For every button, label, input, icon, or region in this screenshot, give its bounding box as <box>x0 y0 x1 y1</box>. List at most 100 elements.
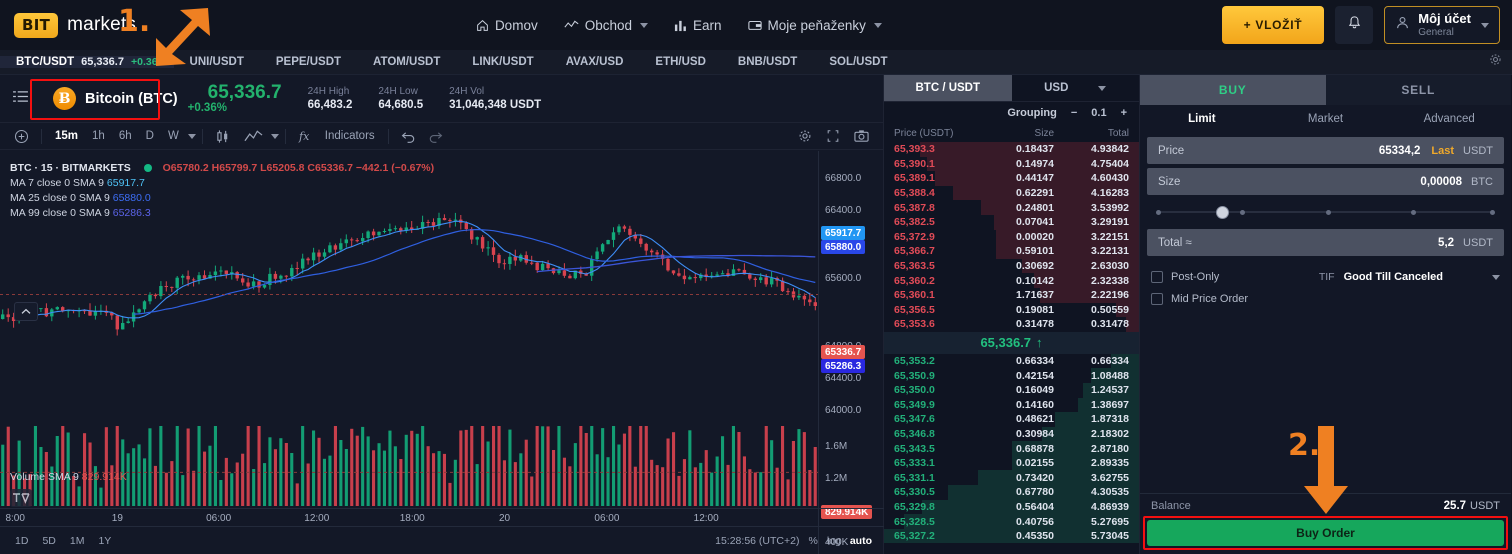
slider-tick-50[interactable] <box>1325 209 1331 215</box>
indicators-button[interactable]: Indicators <box>324 130 375 142</box>
orderbook-row[interactable]: 65,372.9 0.00020 3.22151 <box>884 229 1139 245</box>
post-only-checkbox[interactable] <box>1151 271 1163 283</box>
orderbook-row[interactable]: 65,390.1 0.14974 4.75404 <box>884 156 1139 172</box>
ticker-pepe-usdt[interactable]: PEPE/USDT <box>260 56 357 68</box>
grouping-increase-button[interactable]: + <box>1120 107 1127 119</box>
size-input[interactable]: 0,00008 <box>1420 175 1462 188</box>
tif-value[interactable]: Good Till Canceled <box>1343 271 1443 283</box>
chevron-down-icon[interactable] <box>1492 274 1500 280</box>
function-icon[interactable]: fx <box>292 129 318 143</box>
orderbook-row[interactable]: 65,353.6 0.31478 0.31478 <box>884 317 1139 332</box>
orderbook-row[interactable]: 65,366.7 0.59101 3.22131 <box>884 244 1139 259</box>
tab-buy[interactable]: BUY <box>1140 75 1326 105</box>
ticker-atom-usdt[interactable]: ATOM/USDT <box>357 56 456 68</box>
orderbook-row[interactable]: 65,343.5 0.68878 2.87180 <box>884 441 1139 456</box>
price-chart-canvas[interactable] <box>0 151 818 506</box>
tab-limit[interactable]: Limit <box>1188 113 1216 125</box>
timeframe-6h[interactable]: 6h <box>118 130 132 142</box>
orderbook-row[interactable]: 65,347.6 0.48621 1.87318 <box>884 412 1139 427</box>
orderbook-currency-select[interactable]: USD <box>1012 75 1140 101</box>
orderbook-row[interactable]: 65,363.5 0.30692 2.63030 <box>884 258 1139 274</box>
nav-item-obchod[interactable]: Obchod <box>564 18 648 33</box>
collapse-legend-button[interactable] <box>14 302 38 321</box>
orderbook-row[interactable]: 65,388.4 0.62291 4.16283 <box>884 185 1139 201</box>
scale-percent-button[interactable]: % <box>808 534 818 547</box>
deposit-button[interactable]: + VLOŽIŤ <box>1221 6 1325 44</box>
redo-icon[interactable] <box>422 130 449 143</box>
range-5d[interactable]: 5D <box>42 534 56 547</box>
orderbook-row[interactable]: 65,393.3 0.18437 4.93842 <box>884 142 1139 157</box>
orderbook-row[interactable]: 65,346.8 0.30984 2.18302 <box>884 426 1139 442</box>
orderbook-row[interactable]: 65,331.1 0.73420 3.62755 <box>884 470 1139 486</box>
orderbook-row[interactable]: 65,356.5 0.19081 0.50559 <box>884 302 1139 318</box>
orderbook-row[interactable]: 65,382.5 0.07041 3.29191 <box>884 214 1139 230</box>
screenshot-icon[interactable] <box>848 129 875 143</box>
chart-settings-icon[interactable] <box>792 129 818 143</box>
price-field[interactable]: Price 65334,2 Last USDT <box>1147 137 1504 164</box>
range-1m[interactable]: 1M <box>69 534 85 547</box>
price-last-button[interactable]: Last <box>1431 144 1455 157</box>
scale-log-button[interactable]: log <box>826 534 841 547</box>
size-field[interactable]: Size 0,00008 BTC <box>1147 168 1504 195</box>
total-field[interactable]: Total ≈ 5,2 USDT <box>1147 229 1504 256</box>
orderbook-row[interactable]: 65,389.1 0.44147 4.60430 <box>884 171 1139 186</box>
slider-tick-25[interactable] <box>1239 209 1245 215</box>
range-1y[interactable]: 1Y <box>98 534 112 547</box>
mid-price-order-checkbox[interactable] <box>1151 293 1163 305</box>
amount-slider[interactable] <box>1154 199 1497 225</box>
add-indicator-icon[interactable] <box>8 129 35 144</box>
orderbook-row[interactable]: 65,333.1 0.02155 2.89335 <box>884 455 1139 471</box>
timeframe-1h[interactable]: 1h <box>92 130 105 142</box>
orderbook-row[interactable]: 65,360.2 0.10142 2.32338 <box>884 273 1139 288</box>
tab-sell[interactable]: SELL <box>1325 75 1511 105</box>
orderbook-row[interactable]: 65,360.1 1.71637 2.22196 <box>884 287 1139 303</box>
time-axis[interactable]: 8:00 19 06:00 12:00 18:00 20 06:00 12:00 <box>0 508 884 527</box>
orderbook-row[interactable]: 65,328.5 0.40756 5.27695 <box>884 514 1139 529</box>
undo-icon[interactable] <box>395 130 422 143</box>
orderbook-row[interactable]: 65,330.5 0.67780 4.30535 <box>884 485 1139 500</box>
slider-tick-100[interactable] <box>1490 209 1495 215</box>
notifications-button[interactable] <box>1335 6 1374 44</box>
ticker-sol-usdt[interactable]: SOL/USDT <box>813 56 903 68</box>
nav-item-wallets[interactable]: Moje peňaženky <box>747 18 882 33</box>
orderbook-tab-pair[interactable]: BTC / USDT <box>884 75 1012 101</box>
market-list-icon[interactable] <box>12 90 43 108</box>
ticker-avax-usd[interactable]: AVAX/USD <box>550 56 640 68</box>
orderbook-row[interactable]: 65,327.2 0.45350 5.73045 <box>884 528 1139 544</box>
instrument-chip[interactable]: Ƀ Bitcoin (BTC) <box>43 81 188 116</box>
range-1d[interactable]: 1D <box>15 534 29 547</box>
line-chart-icon[interactable] <box>238 129 269 143</box>
candlestick-icon[interactable] <box>209 129 238 144</box>
orderbook-row[interactable]: 65,353.2 0.66334 0.66334 <box>884 353 1139 369</box>
orderbook-row[interactable]: 65,329.8 0.56404 4.86939 <box>884 499 1139 515</box>
brand-logo[interactable]: BIT markets <box>0 12 136 38</box>
orderbook-row[interactable]: 65,349.9 0.14160 1.38697 <box>884 397 1139 413</box>
ticker-uni-usdt[interactable]: UNI/USDT <box>174 56 260 68</box>
slider-tick-0[interactable] <box>1156 209 1161 215</box>
timeframe-15m[interactable]: 15m <box>55 130 79 142</box>
ticker-link-usdt[interactable]: LINK/USDT <box>456 56 549 68</box>
nav-item-earn[interactable]: Earn <box>674 18 722 33</box>
price-input[interactable]: 65334,2 <box>1378 144 1421 157</box>
slider-tick-75[interactable] <box>1411 209 1417 215</box>
timeframe-d[interactable]: D <box>145 130 154 142</box>
tab-market[interactable]: Market <box>1307 113 1344 125</box>
orderbook-row[interactable]: 65,350.9 0.42154 1.08488 <box>884 368 1139 383</box>
buy-order-button[interactable]: Buy Order <box>1147 520 1504 546</box>
ticker-bnb-usdt[interactable]: BNB/USDT <box>722 56 813 68</box>
chevron-down-icon[interactable] <box>187 133 196 139</box>
nav-item-domov[interactable]: Domov <box>476 18 538 33</box>
ticker-settings-icon[interactable] <box>1489 53 1502 71</box>
orderbook-row[interactable]: 65,387.8 0.24801 3.53992 <box>884 200 1139 215</box>
account-menu-button[interactable]: Môj účet General <box>1384 6 1500 44</box>
chevron-down-icon[interactable] <box>270 133 279 139</box>
slider-knob[interactable] <box>1215 205 1229 219</box>
ticker-eth-usd[interactable]: ETH/USD <box>639 56 721 68</box>
timeframe-w[interactable]: W <box>167 130 179 142</box>
grouping-decrease-button[interactable]: − <box>1070 107 1078 119</box>
tab-advanced[interactable]: Advanced <box>1423 113 1475 125</box>
fullscreen-icon[interactable] <box>820 129 846 143</box>
orderbook-row[interactable]: 65,350.0 0.16049 1.24537 <box>884 382 1139 398</box>
ticker-btc-usdt[interactable]: BTC/USDT 65,336.7 +0.36 <box>0 56 174 68</box>
scale-auto-button[interactable]: auto <box>849 534 872 547</box>
